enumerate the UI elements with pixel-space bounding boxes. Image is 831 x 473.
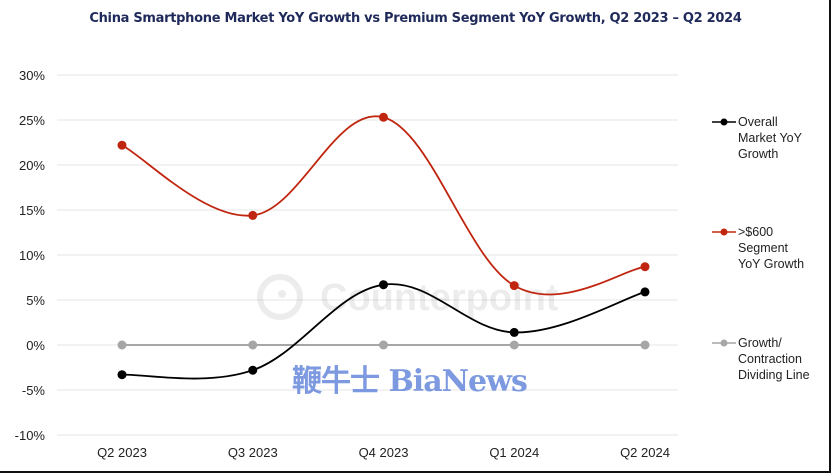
data-point xyxy=(248,365,258,375)
legend-text: Segment xyxy=(738,241,789,255)
y-tick-label: 30% xyxy=(19,68,45,83)
data-point xyxy=(379,340,388,350)
series-0 xyxy=(117,280,650,380)
x-tick-label: Q1 2024 xyxy=(489,445,539,460)
data-point xyxy=(248,340,258,350)
legend-text: Overall xyxy=(738,115,778,129)
series-line xyxy=(121,115,646,296)
legend-text: Growth xyxy=(738,147,779,161)
y-axis-ticks: 30% 25% 20% 15% 10% 5% 0% -5% -10% xyxy=(15,68,46,443)
y-tick-label: 5% xyxy=(26,293,45,308)
legend-marker-red-icon xyxy=(712,228,736,236)
legend-marker-black-icon xyxy=(712,118,736,126)
x-tick-label: Q2 2024 xyxy=(620,445,670,460)
series-lines xyxy=(117,112,650,380)
data-point xyxy=(509,340,519,350)
data-point xyxy=(509,327,519,337)
legend-text: Contraction xyxy=(738,352,802,366)
legend-text: YoY Growth xyxy=(738,257,805,271)
y-tick-label: 15% xyxy=(19,203,45,218)
y-tick-label: -10% xyxy=(15,428,46,443)
y-tick-label: 25% xyxy=(19,113,45,128)
counterpoint-logo-dot xyxy=(278,290,286,298)
x-tick-label: Q3 2023 xyxy=(228,445,278,460)
data-point xyxy=(117,370,127,380)
data-point xyxy=(117,340,127,350)
y-tick-label: 20% xyxy=(19,158,45,173)
bianews-watermark: 鞭牛士 BiaNews xyxy=(292,364,528,399)
legend-text: Growth/ xyxy=(738,336,782,350)
data-point xyxy=(248,210,258,220)
legend-text: >$600 xyxy=(738,225,774,239)
legend-text: Market YoY xyxy=(738,131,802,145)
data-point xyxy=(379,112,388,122)
counterpoint-watermark-text: Counterpoint xyxy=(320,277,559,319)
counterpoint-watermark: Counterpoint xyxy=(257,274,559,320)
series-1 xyxy=(117,112,650,296)
data-point xyxy=(640,340,650,350)
data-point xyxy=(117,140,127,150)
legend-text: Dividing Line xyxy=(738,368,810,382)
legend-marker-gray-icon xyxy=(712,339,736,347)
series-2 xyxy=(117,340,650,350)
data-point xyxy=(640,262,650,272)
x-tick-label: Q4 2023 xyxy=(359,445,409,460)
y-tick-label: 10% xyxy=(19,248,45,263)
x-tick-label: Q2 2023 xyxy=(97,445,147,460)
chart-title: China Smartphone Market YoY Growth vs Pr… xyxy=(89,11,742,26)
x-axis-ticks: Q2 2023 Q3 2023 Q4 2023 Q1 2024 Q2 2024 xyxy=(97,445,670,460)
data-point xyxy=(509,281,519,291)
data-point xyxy=(640,287,650,297)
data-point xyxy=(379,280,388,290)
y-tick-label: -5% xyxy=(22,383,46,398)
y-tick-label: 0% xyxy=(26,338,45,353)
counterpoint-logo-icon xyxy=(257,274,303,320)
